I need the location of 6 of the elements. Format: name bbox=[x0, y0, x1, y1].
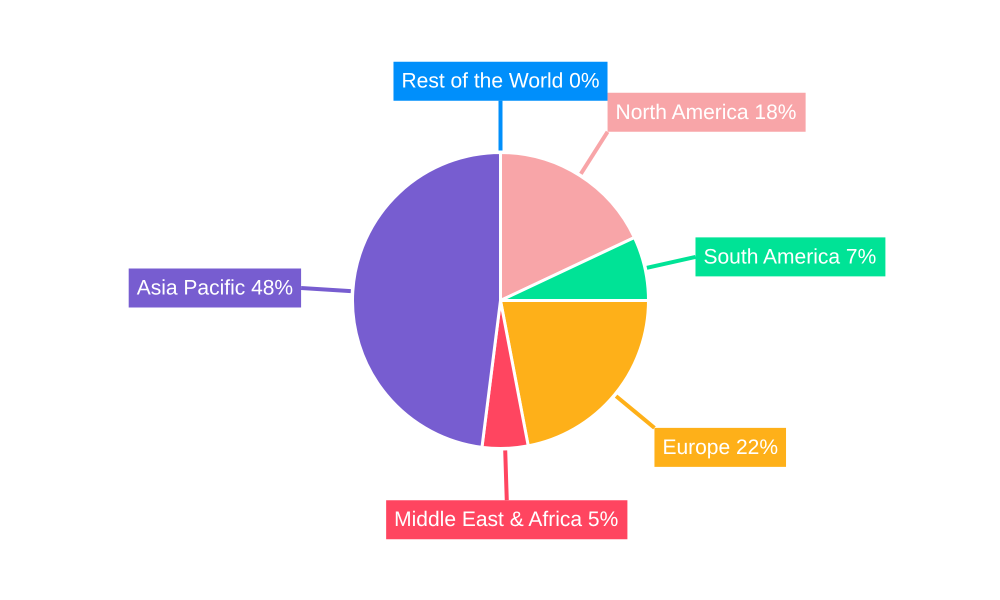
slice-label: South America 7% bbox=[703, 245, 876, 268]
slice-label: Middle East & Africa 5% bbox=[394, 508, 618, 532]
slice-label: North America 18% bbox=[616, 100, 796, 124]
category-label: Rest of the World 0% bbox=[401, 70, 600, 93]
slice-label: Asia Pacific 48% bbox=[136, 276, 294, 300]
slice-label: Europe 22% bbox=[662, 436, 778, 459]
